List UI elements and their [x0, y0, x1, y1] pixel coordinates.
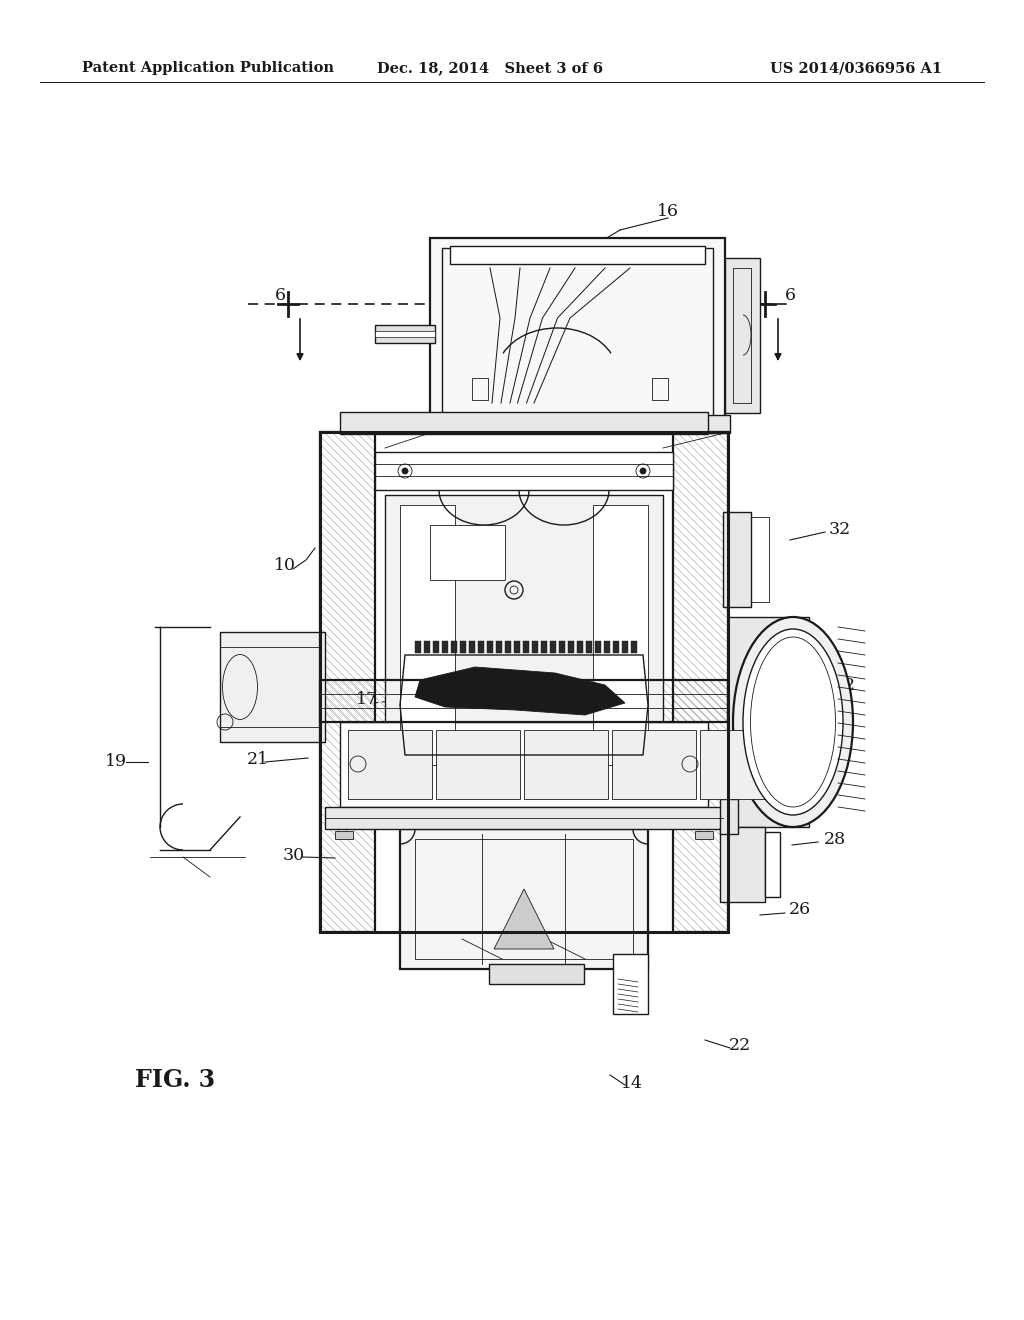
- Polygon shape: [415, 667, 625, 715]
- Text: 17: 17: [356, 692, 378, 709]
- Bar: [340, 412, 708, 434]
- Bar: [433, 642, 439, 653]
- Bar: [442, 248, 713, 422]
- Bar: [489, 964, 584, 983]
- Bar: [340, 722, 708, 807]
- Bar: [220, 632, 325, 742]
- Text: Patent Application Publication: Patent Application Publication: [82, 61, 334, 75]
- Bar: [375, 451, 673, 490]
- Bar: [450, 246, 705, 264]
- Text: 6: 6: [784, 286, 796, 304]
- Bar: [550, 642, 556, 653]
- Bar: [319, 680, 728, 722]
- Text: 28: 28: [824, 832, 846, 849]
- Bar: [622, 642, 628, 653]
- Text: 22: 22: [729, 1036, 752, 1053]
- Bar: [765, 832, 780, 898]
- Text: US 2014/0366956 A1: US 2014/0366956 A1: [770, 61, 942, 75]
- Bar: [348, 730, 432, 799]
- Bar: [436, 730, 520, 799]
- Bar: [720, 799, 738, 834]
- Bar: [415, 642, 421, 653]
- Bar: [514, 642, 520, 653]
- Polygon shape: [319, 680, 728, 722]
- Bar: [577, 642, 583, 653]
- Bar: [335, 832, 353, 840]
- Bar: [751, 517, 769, 602]
- Bar: [541, 642, 547, 653]
- Bar: [460, 642, 466, 653]
- Text: 12: 12: [834, 676, 856, 693]
- Bar: [430, 525, 505, 579]
- Text: 26: 26: [788, 902, 811, 919]
- Bar: [559, 642, 565, 653]
- Bar: [673, 432, 728, 932]
- Bar: [478, 642, 484, 653]
- Text: 32: 32: [828, 521, 851, 539]
- Ellipse shape: [743, 630, 843, 814]
- Bar: [725, 257, 760, 413]
- Bar: [586, 642, 592, 653]
- Bar: [425, 414, 730, 433]
- Circle shape: [640, 469, 646, 474]
- Bar: [472, 378, 488, 400]
- Polygon shape: [494, 888, 554, 949]
- Bar: [720, 828, 765, 902]
- Bar: [631, 642, 637, 653]
- Text: FIG. 3: FIG. 3: [135, 1068, 215, 1092]
- Bar: [733, 268, 751, 403]
- Bar: [375, 325, 435, 343]
- Bar: [524, 730, 608, 799]
- Bar: [469, 642, 475, 653]
- Bar: [430, 238, 725, 433]
- Text: 19: 19: [104, 754, 127, 771]
- Bar: [385, 495, 663, 775]
- Text: 14: 14: [621, 1074, 643, 1092]
- Bar: [375, 331, 435, 337]
- Bar: [424, 642, 430, 653]
- Text: 21: 21: [247, 751, 269, 768]
- Bar: [523, 642, 529, 653]
- Bar: [442, 642, 449, 653]
- Bar: [319, 432, 375, 932]
- Bar: [415, 840, 633, 960]
- Polygon shape: [673, 432, 728, 932]
- Bar: [532, 642, 538, 653]
- Polygon shape: [340, 722, 388, 807]
- Bar: [400, 506, 455, 766]
- Bar: [728, 616, 809, 828]
- Bar: [593, 506, 648, 766]
- Bar: [612, 730, 696, 799]
- Circle shape: [402, 469, 408, 474]
- Bar: [695, 832, 713, 840]
- Bar: [613, 642, 618, 653]
- Text: 10: 10: [274, 557, 296, 573]
- Polygon shape: [660, 722, 708, 807]
- Polygon shape: [400, 655, 648, 755]
- Bar: [595, 642, 601, 653]
- Bar: [400, 829, 648, 969]
- Text: 6: 6: [274, 286, 286, 304]
- Bar: [700, 730, 784, 799]
- Bar: [319, 432, 728, 932]
- Bar: [487, 642, 493, 653]
- Bar: [325, 807, 723, 829]
- Bar: [451, 642, 457, 653]
- Bar: [604, 642, 610, 653]
- Text: 16: 16: [657, 203, 679, 220]
- Text: Dec. 18, 2014   Sheet 3 of 6: Dec. 18, 2014 Sheet 3 of 6: [377, 61, 603, 75]
- Bar: [652, 378, 668, 400]
- Bar: [568, 642, 574, 653]
- Bar: [505, 642, 511, 653]
- Text: 30: 30: [283, 846, 305, 863]
- Bar: [723, 512, 751, 607]
- Polygon shape: [319, 432, 375, 932]
- Bar: [613, 954, 648, 1014]
- Bar: [496, 642, 502, 653]
- Ellipse shape: [733, 616, 853, 828]
